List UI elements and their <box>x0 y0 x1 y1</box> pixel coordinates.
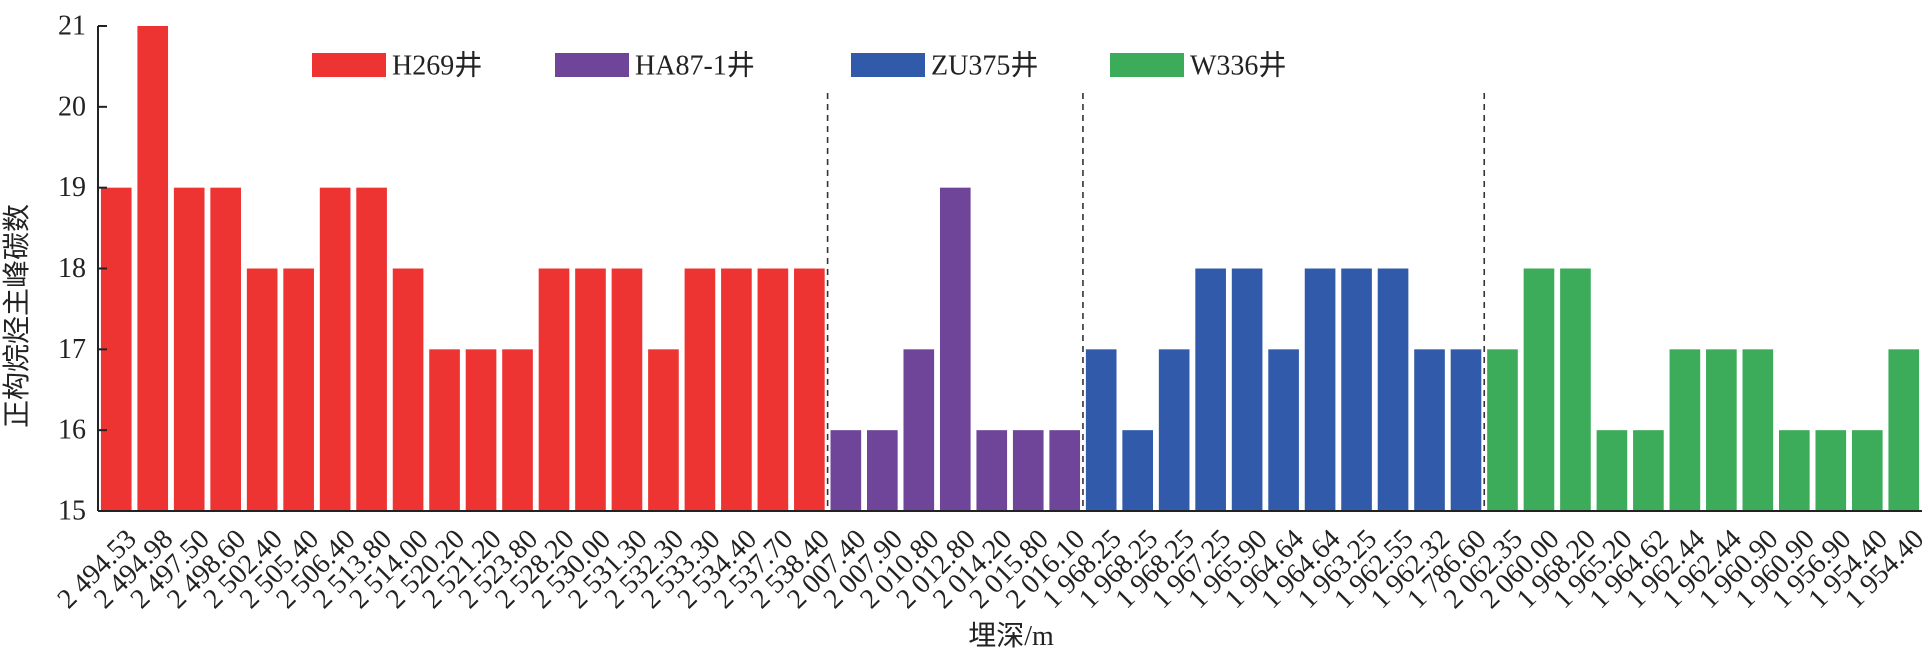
bar-4-6 <box>1669 349 1701 511</box>
bar-4-1 <box>1487 349 1518 511</box>
bar-1-7 <box>319 187 351 511</box>
legend-label: HA87-1井 <box>635 50 755 82</box>
bar-1-15 <box>611 268 643 511</box>
legend-swatch <box>312 53 386 77</box>
bar-1-19 <box>757 268 789 511</box>
bar-3-4 <box>1195 268 1226 511</box>
legend-swatch <box>555 53 629 77</box>
bar-3-7 <box>1304 268 1336 511</box>
bar-1-18 <box>721 268 752 511</box>
bar-1-5 <box>246 268 278 511</box>
bar-2-1 <box>830 430 862 511</box>
bar-4-4 <box>1596 430 1628 511</box>
bar-3-9 <box>1377 268 1409 511</box>
legend-swatch <box>851 53 925 77</box>
y-tick-label: 21 <box>58 11 86 42</box>
legend-swatch <box>1110 53 1184 77</box>
bar-4-9 <box>1778 430 1810 511</box>
bar-3-2 <box>1122 430 1154 511</box>
bar-1-11 <box>465 349 497 511</box>
bar-2-2 <box>866 430 898 511</box>
bar-1-8 <box>356 187 387 511</box>
y-tick-label: 16 <box>58 415 86 446</box>
bar-3-3 <box>1158 349 1190 511</box>
bar-2-5 <box>976 430 1008 511</box>
bar-4-3 <box>1560 268 1591 511</box>
bar-2-7 <box>1049 430 1081 511</box>
y-tick-label: 15 <box>58 496 86 527</box>
bar-4-12 <box>1888 349 1920 511</box>
bar-1-4 <box>210 187 242 511</box>
bar-3-6 <box>1268 349 1299 511</box>
bar-4-2 <box>1523 268 1555 511</box>
bar-3-8 <box>1341 268 1372 511</box>
y-tick-label: 18 <box>58 253 86 284</box>
bar-1-16 <box>648 349 679 511</box>
y-tick-label: 19 <box>58 172 86 203</box>
axes-group <box>97 25 1922 512</box>
legend-label: H269井 <box>392 50 482 82</box>
y-axis-title: 正构烷烃主峰碳数 <box>1 204 33 428</box>
x-tick-labels: 2 494.532 494.982 497.502 498.602 502.40… <box>52 524 1922 615</box>
well-divider-lines <box>826 93 1486 511</box>
bar-3-1 <box>1085 349 1117 511</box>
bar-3-11 <box>1450 349 1482 511</box>
bar-4-5 <box>1633 430 1664 511</box>
y-tick-labels: 15 16 17 18 19 20 21 <box>58 11 86 527</box>
bar-1-14 <box>575 268 606 511</box>
bar-1-6 <box>283 268 314 511</box>
legend-label: ZU375井 <box>931 50 1038 82</box>
bar-4-11 <box>1851 430 1883 511</box>
y-tick-label: 17 <box>58 334 86 365</box>
bar-1-17 <box>684 268 716 511</box>
bar-3-5 <box>1231 268 1263 511</box>
y-tick-label: 20 <box>58 91 86 122</box>
bar-2-4 <box>939 187 971 511</box>
bar-2-3 <box>903 349 935 511</box>
legend-label: W336井 <box>1190 50 1286 82</box>
bar-4-7 <box>1706 349 1737 511</box>
bar-1-10 <box>429 349 460 511</box>
legend: H269井 HA87-1井 ZU375井 W336井 <box>312 50 1286 82</box>
bar-1-20 <box>794 268 825 511</box>
bar-1-3 <box>173 187 205 511</box>
bar-1-2 <box>137 26 169 511</box>
bar-2-6 <box>1012 430 1044 511</box>
x-axis-title: 埋深/m <box>968 621 1054 652</box>
bars-group <box>100 26 1920 511</box>
bar-4-10 <box>1815 430 1847 511</box>
bar-1-13 <box>538 268 570 511</box>
bar-3-10 <box>1414 349 1445 511</box>
bar-1-12 <box>502 349 533 511</box>
bar-4-8 <box>1742 349 1774 511</box>
bar-1-9 <box>392 268 424 511</box>
